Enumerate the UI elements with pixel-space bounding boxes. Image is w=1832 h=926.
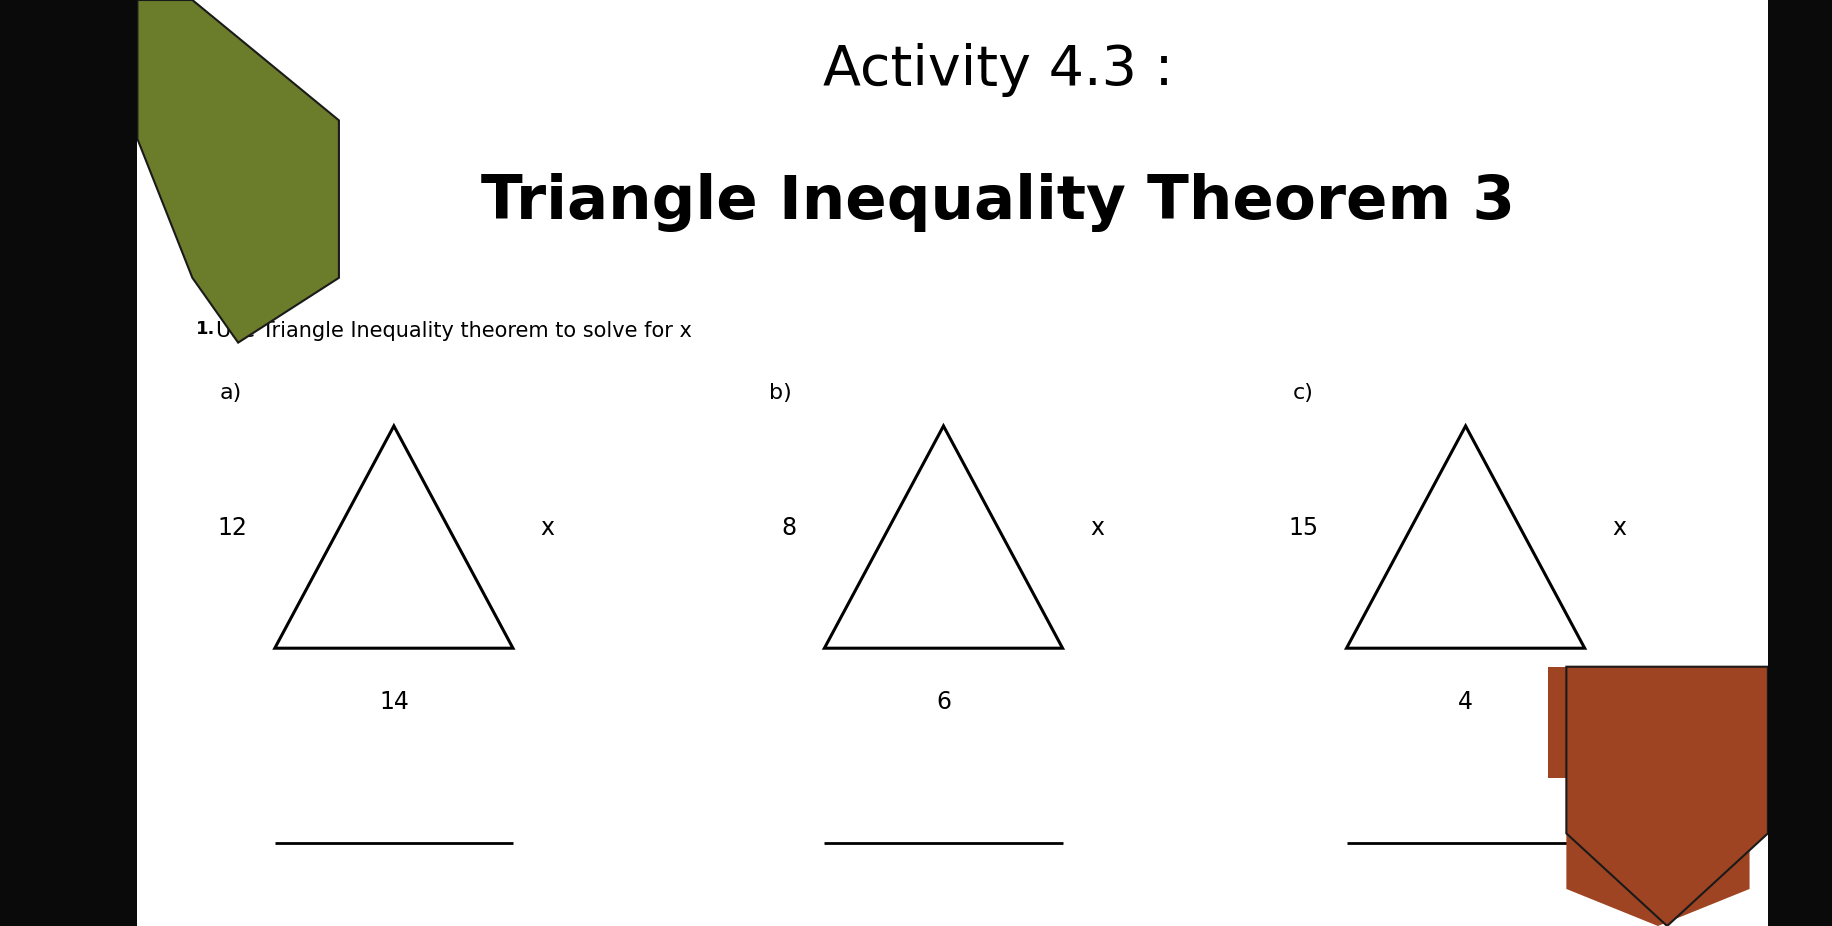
Polygon shape: [1548, 667, 1768, 778]
Text: 4: 4: [1458, 690, 1473, 714]
Bar: [0, 0, 137, 926]
Text: b): b): [769, 382, 791, 403]
Text: 8: 8: [782, 516, 797, 540]
Text: Activity 4.3 :: Activity 4.3 :: [823, 44, 1174, 97]
Text: x: x: [1612, 516, 1627, 540]
Text: 14: 14: [379, 690, 409, 714]
Text: c): c): [1293, 382, 1314, 403]
Text: Triangle Inequality Theorem 3: Triangle Inequality Theorem 3: [482, 172, 1515, 232]
Polygon shape: [1566, 667, 1768, 926]
Text: 12: 12: [218, 516, 247, 540]
Polygon shape: [1566, 778, 1750, 926]
Text: x: x: [1090, 516, 1105, 540]
Text: 1.: 1.: [196, 320, 216, 338]
Text: Use Triangle Inequality theorem to solve for x: Use Triangle Inequality theorem to solve…: [216, 320, 692, 341]
Bar: [1768, 0, 1832, 926]
Text: 6: 6: [936, 690, 951, 714]
Text: a): a): [220, 382, 242, 403]
Text: x: x: [540, 516, 555, 540]
Polygon shape: [137, 0, 339, 343]
Text: 15: 15: [1290, 516, 1319, 540]
